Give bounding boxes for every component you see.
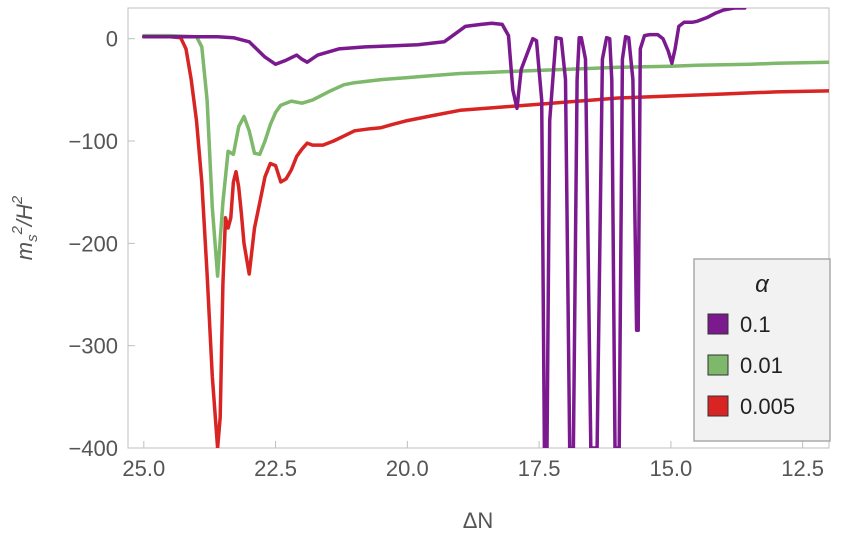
y-label-sup: 2 bbox=[9, 225, 26, 235]
y-tick-label: −300 bbox=[68, 334, 118, 359]
x-tick-label: 20.0 bbox=[386, 456, 429, 481]
y-label-tail: /H bbox=[12, 204, 37, 228]
y-tick-label: −100 bbox=[68, 129, 118, 154]
x-tick-label: 12.5 bbox=[781, 456, 824, 481]
x-tick-label: 17.5 bbox=[518, 456, 561, 481]
legend-swatch bbox=[707, 395, 729, 417]
y-tick-label: −200 bbox=[68, 231, 118, 256]
legend-label: 0.1 bbox=[740, 312, 771, 337]
legend: α 0.1 0.01 0.005 bbox=[693, 258, 831, 442]
legend-swatch bbox=[707, 354, 729, 376]
y-label-sub: s bbox=[24, 234, 41, 242]
series-line-0.005 bbox=[142, 34, 829, 448]
x-tick-label: 15.0 bbox=[649, 456, 692, 481]
y-axis-label: ms2/H2 bbox=[9, 195, 41, 260]
y-tick-label: −400 bbox=[68, 436, 118, 461]
legend-items: 0.1 0.01 0.005 bbox=[707, 312, 795, 419]
x-tick-label: 22.5 bbox=[254, 456, 297, 481]
series-line-0.1 bbox=[142, 8, 747, 448]
y-label-tail-sup: 2 bbox=[9, 195, 26, 205]
x-tick-label: 25.0 bbox=[122, 456, 165, 481]
legend-swatch bbox=[707, 313, 729, 335]
legend-label: 0.005 bbox=[740, 394, 795, 419]
y-label-base: m bbox=[12, 242, 37, 260]
legend-title: α bbox=[755, 271, 770, 298]
legend-label: 0.01 bbox=[740, 353, 783, 378]
plot-frame bbox=[127, 7, 830, 449]
series-line-0.01 bbox=[142, 33, 829, 278]
axis-ticks: 25.0 22.5 20.0 17.5 15.0 12.5 0 −100 −200 −300 −40… bbox=[68, 27, 824, 481]
series-group bbox=[142, 8, 829, 448]
x-axis-label: ΔN bbox=[463, 508, 494, 533]
y-tick-label: 0 bbox=[106, 27, 118, 52]
